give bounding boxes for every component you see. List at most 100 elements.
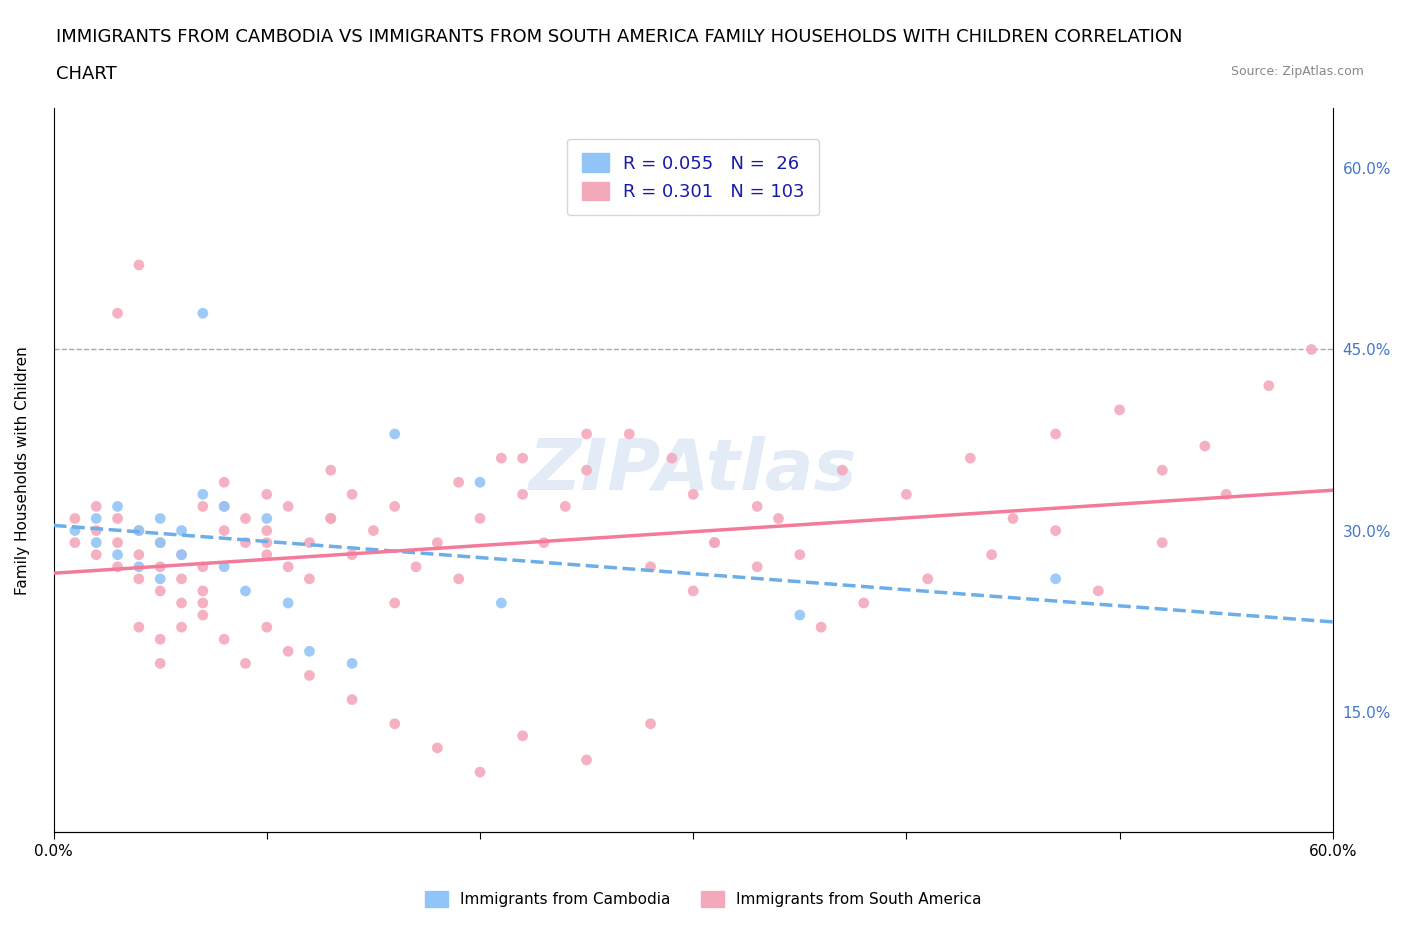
Point: [298, 644, 321, 658]
Point: [191, 583, 214, 598]
Point: [256, 487, 278, 502]
Point: [384, 716, 406, 731]
Point: [84, 512, 107, 526]
Point: [128, 258, 150, 272]
Point: [277, 644, 299, 658]
Point: [107, 306, 129, 321]
Point: [170, 547, 193, 562]
Point: [212, 523, 235, 538]
Point: [1045, 571, 1067, 586]
Legend: Immigrants from Cambodia, Immigrants from South America: Immigrants from Cambodia, Immigrants fro…: [419, 884, 987, 913]
Point: [235, 583, 257, 598]
Point: [917, 571, 939, 586]
Point: [703, 535, 725, 550]
Point: [84, 535, 107, 550]
Point: [212, 475, 235, 490]
Point: [1194, 439, 1216, 454]
Point: [256, 547, 278, 562]
Point: [191, 559, 214, 574]
Point: [426, 535, 449, 550]
Point: [1215, 487, 1237, 502]
Point: [640, 559, 662, 574]
Point: [491, 451, 513, 466]
Point: [191, 487, 214, 502]
Point: [256, 512, 278, 526]
Point: [491, 595, 513, 610]
Point: [340, 656, 363, 671]
Point: [789, 607, 811, 622]
Point: [447, 571, 470, 586]
Point: [340, 487, 363, 502]
Point: [107, 559, 129, 574]
Point: [468, 475, 491, 490]
Text: CHART: CHART: [56, 65, 117, 83]
Point: [575, 463, 598, 478]
Point: [107, 499, 129, 514]
Point: [170, 547, 193, 562]
Point: [575, 752, 598, 767]
Point: [661, 451, 683, 466]
Point: [682, 487, 704, 502]
Point: [170, 523, 193, 538]
Point: [1045, 523, 1067, 538]
Point: [810, 619, 832, 634]
Point: [640, 716, 662, 731]
Point: [212, 559, 235, 574]
Point: [512, 728, 534, 743]
Point: [191, 306, 214, 321]
Point: [128, 619, 150, 634]
Point: [63, 523, 86, 538]
Point: [405, 559, 427, 574]
Point: [384, 499, 406, 514]
Point: [191, 595, 214, 610]
Point: [512, 487, 534, 502]
Text: ZIPAtlas: ZIPAtlas: [529, 435, 858, 505]
Point: [512, 451, 534, 466]
Point: [212, 631, 235, 646]
Point: [128, 523, 150, 538]
Text: IMMIGRANTS FROM CAMBODIA VS IMMIGRANTS FROM SOUTH AMERICA FAMILY HOUSEHOLDS WITH: IMMIGRANTS FROM CAMBODIA VS IMMIGRANTS F…: [56, 28, 1182, 46]
Point: [682, 583, 704, 598]
Point: [107, 547, 129, 562]
Legend: R = 0.055   N =  26, R = 0.301   N = 103: R = 0.055 N = 26, R = 0.301 N = 103: [567, 139, 820, 216]
Point: [84, 523, 107, 538]
Point: [107, 512, 129, 526]
Point: [298, 571, 321, 586]
Point: [170, 571, 193, 586]
Point: [235, 535, 257, 550]
Point: [256, 619, 278, 634]
Point: [747, 559, 769, 574]
Point: [256, 523, 278, 538]
Point: [1257, 379, 1279, 393]
Point: [277, 559, 299, 574]
Point: [1045, 427, 1067, 442]
Point: [63, 512, 86, 526]
Point: [149, 571, 172, 586]
Point: [149, 631, 172, 646]
Point: [533, 535, 555, 550]
Point: [575, 427, 598, 442]
Point: [235, 512, 257, 526]
Point: [170, 595, 193, 610]
Point: [363, 523, 385, 538]
Point: [468, 512, 491, 526]
Point: [1087, 583, 1109, 598]
Point: [191, 607, 214, 622]
Point: [212, 499, 235, 514]
Point: [149, 535, 172, 550]
Point: [298, 535, 321, 550]
Point: [1301, 342, 1323, 357]
Point: [191, 499, 214, 514]
Point: [619, 427, 641, 442]
Point: [298, 668, 321, 683]
Point: [256, 535, 278, 550]
Point: [319, 512, 342, 526]
Point: [170, 619, 193, 634]
Point: [1001, 512, 1024, 526]
Point: [340, 547, 363, 562]
Point: [703, 535, 725, 550]
Point: [149, 535, 172, 550]
Point: [149, 512, 172, 526]
Point: [747, 499, 769, 514]
Point: [768, 512, 790, 526]
